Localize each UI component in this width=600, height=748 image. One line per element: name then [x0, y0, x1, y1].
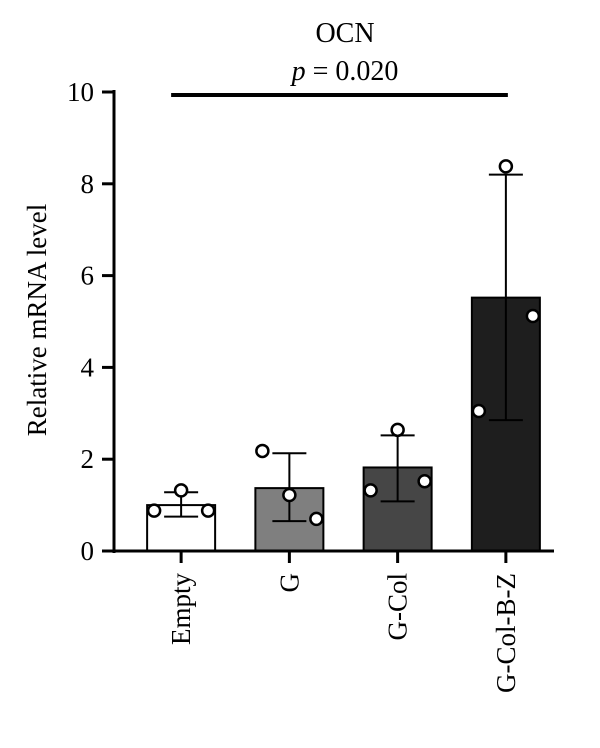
- data-point-0-0: [146, 503, 162, 518]
- y-tick-label-3: 6: [81, 261, 95, 291]
- y-tick-label-0: 0: [81, 536, 95, 566]
- data-point-3-2: [525, 308, 541, 324]
- x-tick-label-2: G-Col: [383, 573, 413, 641]
- p-symbol: p: [290, 56, 306, 87]
- data-point-3-1: [498, 159, 514, 174]
- x-tick-label-0: Empty: [166, 573, 196, 645]
- data-point-2-1: [390, 422, 405, 438]
- p-value-annotation: p = 0.020: [290, 56, 399, 87]
- y-axis-ticks: 0 2 4 6 8 10: [67, 77, 114, 566]
- x-axis-labels: Empty G G-Col G-Col-B-Z: [166, 551, 521, 693]
- chart-marks: [146, 159, 541, 553]
- data-point-1-2: [309, 511, 324, 527]
- data-point-0-1: [173, 483, 189, 498]
- p-value-text: = 0.020: [306, 56, 399, 87]
- y-axis-title: Relative mRNA level: [22, 204, 52, 436]
- data-point-0-2: [200, 503, 216, 518]
- data-point-2-2: [417, 473, 432, 489]
- chart-title: OCN: [315, 18, 374, 49]
- y-tick-label-2: 4: [81, 352, 95, 382]
- x-tick-label-1: G: [274, 573, 304, 593]
- data-point-1-0: [255, 443, 270, 459]
- data-point-1-1: [282, 487, 297, 503]
- y-tick-label-1: 2: [81, 444, 95, 474]
- x-tick-label-3: G-Col-B-Z: [491, 573, 521, 693]
- y-tick-label-5: 10: [67, 77, 94, 107]
- data-point-2-0: [363, 483, 378, 498]
- data-point-3-0: [471, 403, 487, 419]
- y-tick-label-4: 8: [81, 169, 95, 199]
